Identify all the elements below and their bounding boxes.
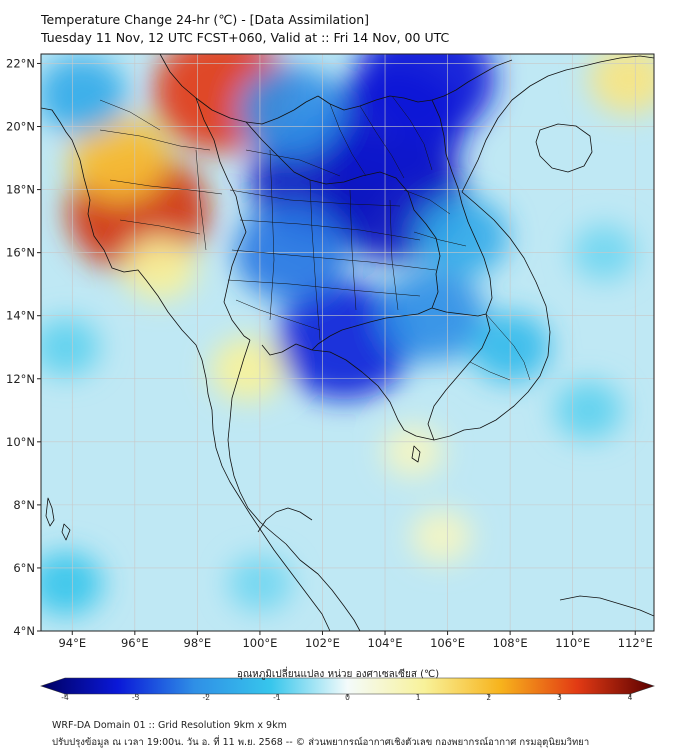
border-myanmar-china [159, 54, 319, 125]
province-lines-myanmar [99, 99, 223, 251]
field-hotspot [123, 236, 197, 301]
colorbar-tick-label: -1 [273, 693, 281, 702]
coastline-borneo-edge [559, 595, 654, 617]
lat-tick-label: 6°N [13, 561, 35, 575]
lat-tick-label: 8°N [13, 498, 35, 512]
field-hotspot [210, 337, 285, 402]
border-vietnam-south [469, 313, 531, 381]
colorbar-tick-label: 1 [416, 693, 421, 702]
lon-tick-label: 112°E [618, 636, 653, 650]
lon-tick-label: 104°E [368, 636, 403, 650]
border-thailand-malaysia [257, 507, 313, 533]
colorbar-tick-label: 4 [628, 693, 633, 702]
field-hotspot [276, 282, 412, 400]
chart-subtitle: Tuesday 11 Nov, 12 UTC FCST+060, Valid a… [41, 30, 450, 45]
colorbar-tick-label: -2 [203, 693, 211, 702]
lon-tick-label: 96°E [121, 636, 149, 650]
lat-tick-label: 12°N [6, 372, 35, 386]
border-laos-china [317, 59, 513, 111]
field-hotspot [41, 318, 100, 377]
border-thailand-cambodia [311, 307, 433, 351]
lat-tick-label: 18°N [6, 183, 35, 197]
lon-tick-label: 108°E [493, 636, 528, 650]
chart-title: Temperature Change 24-hr (℃) - [Data Ass… [41, 12, 370, 27]
field-hotspot [410, 510, 472, 563]
coastline-gulf-west [227, 339, 287, 545]
border-thailand-myanmar [195, 97, 251, 341]
lon-tick-label: 94°E [58, 636, 86, 650]
coastline-hainan [535, 123, 593, 173]
island-phu-quoc [411, 445, 421, 463]
border-thailand-laos [245, 121, 441, 309]
lat-tick-label: 16°N [6, 246, 35, 260]
island-andaman [45, 497, 71, 541]
lat-tick-label: 20°N [6, 120, 35, 134]
lon-tick-label: 102°E [305, 636, 340, 650]
field-hotspot [554, 381, 622, 440]
colorbar-tick-label: -3 [132, 693, 140, 702]
lon-tick-label: 110°E [555, 636, 590, 650]
lat-tick-label: 22°N [6, 56, 35, 70]
field-hotspot [418, 197, 509, 276]
graticule [41, 54, 654, 631]
colorbar-tick-label: 2 [486, 693, 491, 702]
field-hotspot [41, 551, 103, 616]
lon-tick-label: 106°E [430, 636, 465, 650]
field-hotspot [41, 56, 127, 134]
footer-model-info: WRF-DA Domain 01 :: Grid Resolution 9km … [52, 720, 287, 731]
border-cambodia-vietnam [427, 307, 491, 441]
coastline-vietnam-north [461, 55, 654, 193]
field-hotspot [69, 114, 169, 202]
country-borders [41, 54, 654, 631]
colorbar-ticks: -4 -3 -2 -1 0 1 2 3 4 [61, 693, 632, 702]
colorbar-title: อุณหภูมิเปลี่ยนแปลง หน่วย องศาเซลเซียส (… [236, 669, 440, 680]
coastline-malay-east [285, 543, 361, 631]
field-hotspot [588, 54, 654, 115]
province-lines-thailand [227, 149, 437, 341]
longitude-axis: 94°E 96°E 98°E 100°E 102°E 104°E 106°E 108°E 110… [58, 631, 653, 650]
lat-tick-label: 14°N [6, 309, 35, 323]
latitude-axis: 22°N 20°N 18°N 16°N 14°N 12°N 10°N 8°N 6°N 4°N [6, 56, 41, 638]
field-hotspot [238, 64, 345, 157]
lat-tick-label: 10°N [6, 435, 35, 449]
colorbar: -4 -3 -2 -1 0 1 2 3 4 [40, 677, 655, 702]
coastline-myanmar-andaman [41, 107, 331, 631]
colorbar-tick-label: 0 [345, 693, 350, 702]
lon-tick-label: 100°E [242, 636, 277, 650]
province-lines-laos [329, 95, 467, 247]
border-laos-vietnam [431, 99, 493, 315]
field-hotspot [356, 54, 495, 140]
footer-credit: ปรับปรุงข้อมูล ณ เวลา 19:00น. วัน อ. ที่… [52, 737, 590, 748]
colorbar-tick-label: 3 [557, 693, 562, 702]
lon-tick-label: 98°E [184, 636, 212, 650]
coastline-gulf-of-thailand [261, 191, 551, 441]
colorbar-tick-label: -4 [61, 693, 69, 702]
lat-tick-label: 4°N [13, 624, 35, 638]
map-frame [40, 53, 655, 632]
